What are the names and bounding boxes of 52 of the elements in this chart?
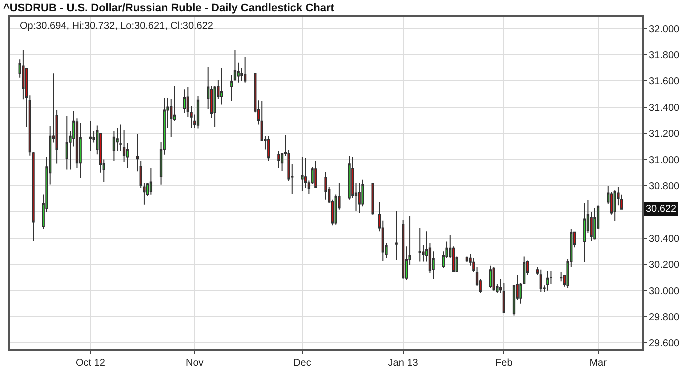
candlestick [301,156,304,192]
candlestick [278,150,280,169]
chart-title: ^USDRUB - U.S. Dollar/Russian Ruble - Daily Candlestick Chart [3,2,335,14]
candlestick [472,258,476,273]
candlestick [112,130,116,162]
x-tick-label: Oct 12 [76,358,106,369]
y-tick-label: 31.400 [649,102,680,114]
y-tick-label: 29.800 [649,312,680,324]
candlestick [136,134,140,172]
x-tick-label: Nov [186,358,204,369]
candlestick [372,182,374,216]
y-tick-label: 30.200 [649,260,680,272]
y-tick-label: 30.000 [649,286,680,298]
candlestick [546,270,550,292]
candlestick [584,202,586,262]
y-tick-label: 31.000 [649,155,680,166]
candlestick [418,228,422,262]
y-tick-label: 31.800 [649,50,680,62]
candlestick [268,136,270,162]
y-tick-label: 31.600 [649,76,680,88]
candlestick [244,56,247,84]
candlestick [220,68,224,106]
candlestick [492,266,496,292]
x-tick-label: Dec [294,358,312,369]
candlestick [489,265,492,289]
candlestick [79,122,82,179]
x-tick-label: Jan 13 [388,358,419,369]
candlestick [594,208,596,240]
candlestick [196,96,200,130]
y-tick-label: 31.200 [649,129,680,140]
candlestick [89,120,92,152]
candlestick [324,172,328,200]
candlestick [466,256,469,262]
candlestick [502,282,506,314]
candlestick [540,269,542,293]
candlestick [614,189,616,222]
x-tick-label: Mar [590,358,608,369]
candlestick [314,161,318,189]
candlestick [395,211,398,261]
y-tick-label: 29.600 [649,338,680,350]
y-tick-label: 32.000 [649,24,680,36]
candlestick [150,168,153,196]
candlestick [183,89,186,114]
annotation: 30.622 [646,204,678,215]
candlestick [66,116,68,170]
y-tick-label: 30.400 [649,234,680,245]
x-tick-label: Feb [496,358,514,369]
candlestick [348,156,351,200]
annotation: Op:30.694, Hi:30.732, Lo:30.621, Cl:30.622 [20,21,214,32]
y-tick-label: 30.800 [649,182,680,193]
candlestick [358,182,361,214]
candlestick [402,219,405,280]
